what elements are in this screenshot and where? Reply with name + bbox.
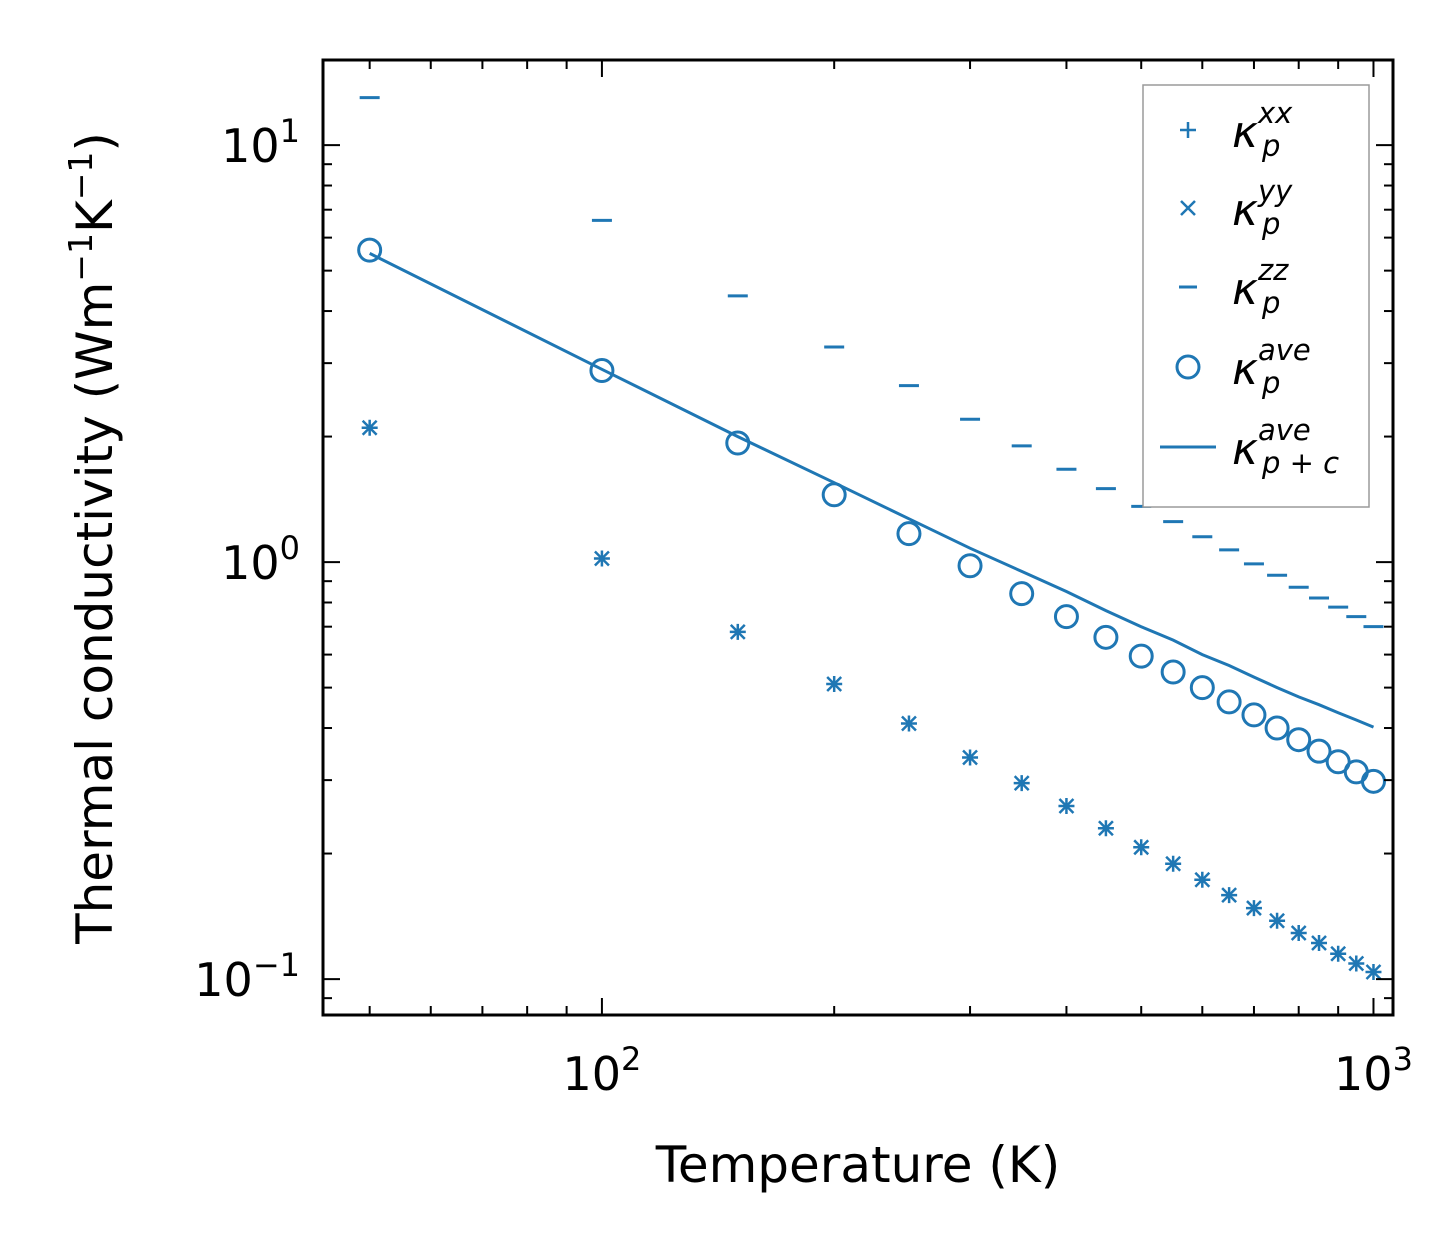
- data-point-x: [1311, 935, 1327, 951]
- data-point-circle: [1264, 715, 1290, 741]
- data-point-x: [1365, 964, 1382, 980]
- legend-label-subscript: p: [1261, 207, 1280, 241]
- legend-label-kappa: κ: [1232, 264, 1258, 315]
- series-kappa_p_ave: [357, 237, 1386, 794]
- legend-label-superscript: zz: [1257, 253, 1289, 287]
- data-point-x: [901, 715, 917, 732]
- y-tick-label: 101: [221, 112, 300, 173]
- legend-marker-x: [1180, 200, 1196, 216]
- y-axis-label-part-2: K: [66, 199, 124, 233]
- legend-label-subscript: p: [1261, 286, 1280, 320]
- legend-label: κzz p: [1232, 253, 1289, 320]
- data-point-x: [1246, 900, 1262, 916]
- y-tick-label-exponent: 1: [280, 112, 300, 150]
- data-point-circle: [1128, 643, 1154, 669]
- data-point-x: [1133, 839, 1150, 856]
- y-tick-label-exponent: 0: [280, 529, 300, 567]
- series-kappa_p+c_ave: [369, 252, 1375, 729]
- y-tick-label: 100: [221, 529, 300, 590]
- x-tick-label: 102: [562, 1040, 641, 1101]
- data-point-circle: [1009, 581, 1035, 607]
- data-point-x: [1098, 820, 1114, 837]
- y-axis-label: Thermal conductivity (Wm−1K−1): [61, 132, 124, 945]
- y-axis-label-part-1: Thermal conductivity (Wm: [66, 282, 124, 945]
- data-point-circle: [1216, 689, 1242, 715]
- x-tick-label-exponent: 2: [621, 1040, 641, 1078]
- data-point-x: [1194, 871, 1211, 888]
- legend-label-superscript: xx: [1257, 96, 1293, 130]
- data-point-circle: [1189, 675, 1215, 701]
- y-axis-label-exp-2: −1: [61, 152, 100, 201]
- x-tick-label-base: 10: [1334, 1047, 1393, 1101]
- x-axis-label: Temperature (K): [655, 1136, 1060, 1194]
- legend-label-kappa: κ: [1232, 344, 1258, 395]
- data-point-circle: [1286, 727, 1312, 753]
- legend-label-superscript: ave: [1258, 333, 1311, 367]
- plot-frame: [321, 58, 1395, 1017]
- legend-label-subscript: p + c: [1261, 446, 1339, 480]
- legend-frame: [1142, 84, 1370, 508]
- legend-label-superscript: yy: [1257, 174, 1293, 208]
- legend-label-subscript: p: [1261, 129, 1280, 163]
- data-point-circle: [957, 553, 983, 579]
- data-point-x: [594, 550, 610, 567]
- legend-label: κave p: [1232, 333, 1311, 400]
- legend-marker-circle: [1175, 354, 1201, 380]
- data-point-x: [1058, 798, 1075, 814]
- data-point-x: [1269, 912, 1285, 929]
- legend-label-kappa: κ: [1232, 424, 1258, 475]
- legend-label: κave p + c: [1232, 413, 1339, 480]
- legend-label-kappa: κ: [1232, 107, 1258, 158]
- data-point-x: [729, 624, 746, 640]
- legend-label: κyy p: [1232, 174, 1293, 241]
- data-point-x: [1165, 855, 1182, 872]
- y-tick-label-base: 10: [221, 119, 280, 173]
- data-marks: [357, 96, 1386, 980]
- data-point-x: [361, 419, 378, 436]
- legend-label-kappa: κ: [1232, 185, 1258, 236]
- y-axis-label-part-3: ): [66, 132, 124, 152]
- y-axis-label-exp-1: −1: [61, 233, 100, 282]
- data-point-circle: [1360, 768, 1386, 794]
- legend-label: κxx p: [1232, 96, 1293, 163]
- data-point-x: [1330, 945, 1347, 962]
- data-point-circle: [589, 358, 615, 384]
- y-tick-label-base: 10: [194, 953, 253, 1007]
- x-tick-label: 103: [1334, 1040, 1413, 1101]
- series-kappa_p_yy: [361, 419, 1382, 980]
- legend-label-subscript: p: [1261, 366, 1280, 400]
- data-point-circle: [357, 237, 383, 263]
- x-tick-label-exponent: 3: [1393, 1040, 1413, 1078]
- data-point-x: [826, 676, 843, 692]
- data-point-x: [1221, 887, 1238, 903]
- data-point-circle: [1160, 659, 1186, 685]
- data-point-x: [1348, 955, 1365, 972]
- series-line-kappa_p+c_ave: [369, 252, 1375, 729]
- data-point-circle: [1053, 604, 1079, 630]
- y-tick-label-exponent: −1: [253, 946, 300, 984]
- y-tick-label-base: 10: [221, 536, 280, 590]
- data-point-circle: [1306, 738, 1332, 764]
- data-point-circle: [1093, 624, 1119, 650]
- legend-label-superscript: ave: [1258, 413, 1311, 447]
- data-point-x: [1013, 775, 1030, 792]
- x-tick-label-base: 10: [562, 1047, 621, 1101]
- data-point-circle: [896, 521, 922, 547]
- data-point-x: [1290, 925, 1307, 941]
- series-kappa_p_zz: [359, 96, 1384, 629]
- data-point-circle: [1241, 702, 1267, 728]
- y-tick-label: 10−1: [194, 946, 300, 1007]
- data-point-x: [962, 749, 978, 766]
- legend-marker-plus: [1180, 122, 1196, 138]
